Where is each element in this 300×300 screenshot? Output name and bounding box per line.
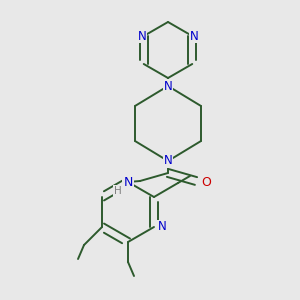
Text: N: N xyxy=(137,29,146,43)
Text: N: N xyxy=(164,80,172,92)
Text: H: H xyxy=(114,186,122,196)
Text: N: N xyxy=(158,220,166,233)
Text: O: O xyxy=(201,176,211,190)
Text: N: N xyxy=(190,29,199,43)
Text: N: N xyxy=(123,176,133,190)
Text: N: N xyxy=(164,154,172,167)
